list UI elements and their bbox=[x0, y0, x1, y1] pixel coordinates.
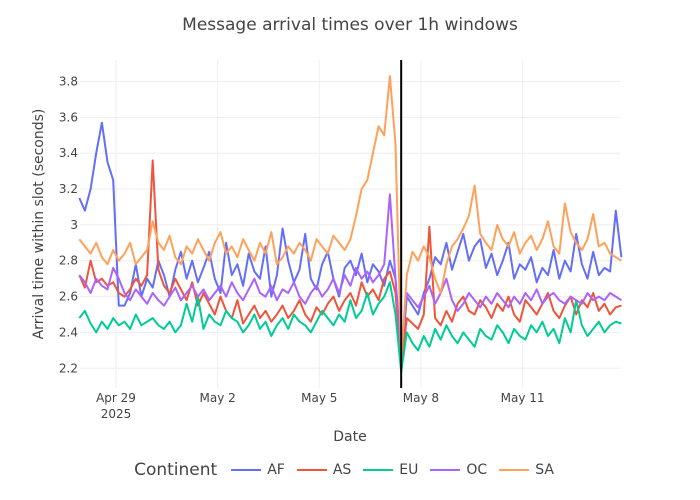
x-tick-label: May 8 bbox=[403, 391, 439, 405]
y-tick-label: 3 bbox=[70, 218, 78, 232]
y-tick-label: 2.4 bbox=[59, 325, 78, 339]
x-tick-label: May 2 bbox=[200, 391, 236, 405]
series-line-eu[interactable] bbox=[78, 281, 622, 373]
y-tick-label: 3.4 bbox=[59, 146, 78, 160]
y-tick-label: 2.8 bbox=[59, 254, 78, 268]
axis-ticks: 2.2 2.4 2.6 2.8 3 3.2 3.4 3.6 3.8 Apr 29 2025 May 2… bbox=[59, 75, 545, 421]
series-line-sa[interactable] bbox=[78, 75, 622, 361]
legend-swatch bbox=[296, 469, 327, 471]
x-tick-label: May 11 bbox=[501, 391, 545, 405]
legend-swatch bbox=[430, 469, 461, 471]
legend-label: AF bbox=[267, 462, 285, 478]
legend-item-sa[interactable]: SA bbox=[499, 462, 554, 478]
legend-label: OC bbox=[466, 462, 488, 478]
legend-label: SA bbox=[535, 462, 554, 478]
x-axis-label: Date bbox=[333, 429, 366, 445]
series-line-as[interactable] bbox=[78, 159, 622, 370]
legend-label: AS bbox=[332, 462, 352, 478]
y-tick-label: 3.8 bbox=[59, 75, 78, 89]
legend-item-as[interactable]: AS bbox=[296, 462, 352, 478]
x-tick-label: May 5 bbox=[301, 391, 337, 405]
series-line-oc[interactable] bbox=[78, 193, 622, 352]
legend-title: Continent bbox=[134, 460, 218, 480]
y-tick-label: 2.2 bbox=[59, 361, 78, 375]
y-tick-label: 3.2 bbox=[59, 182, 78, 196]
legend-swatch bbox=[231, 469, 262, 471]
legend-label: EU bbox=[399, 462, 419, 478]
series-lines bbox=[78, 75, 623, 373]
legend: Continent AF AS EU OC SA bbox=[0, 460, 700, 480]
y-axis-label: Arrival time within slot (seconds) bbox=[31, 109, 47, 340]
y-tick-label: 2.6 bbox=[59, 290, 78, 304]
x-tick-label: Apr 29 bbox=[96, 391, 136, 405]
legend-item-oc[interactable]: OC bbox=[430, 462, 487, 478]
y-tick-label: 3.6 bbox=[59, 110, 78, 124]
grid bbox=[80, 60, 620, 388]
x-tick-sublabel: 2025 bbox=[101, 407, 132, 421]
legend-swatch bbox=[363, 469, 394, 471]
legend-item-af[interactable]: AF bbox=[231, 462, 285, 478]
chart-title: Message arrival times over 1h windows bbox=[182, 15, 518, 35]
legend-item-eu[interactable]: EU bbox=[363, 462, 418, 478]
legend-swatch bbox=[499, 469, 530, 471]
